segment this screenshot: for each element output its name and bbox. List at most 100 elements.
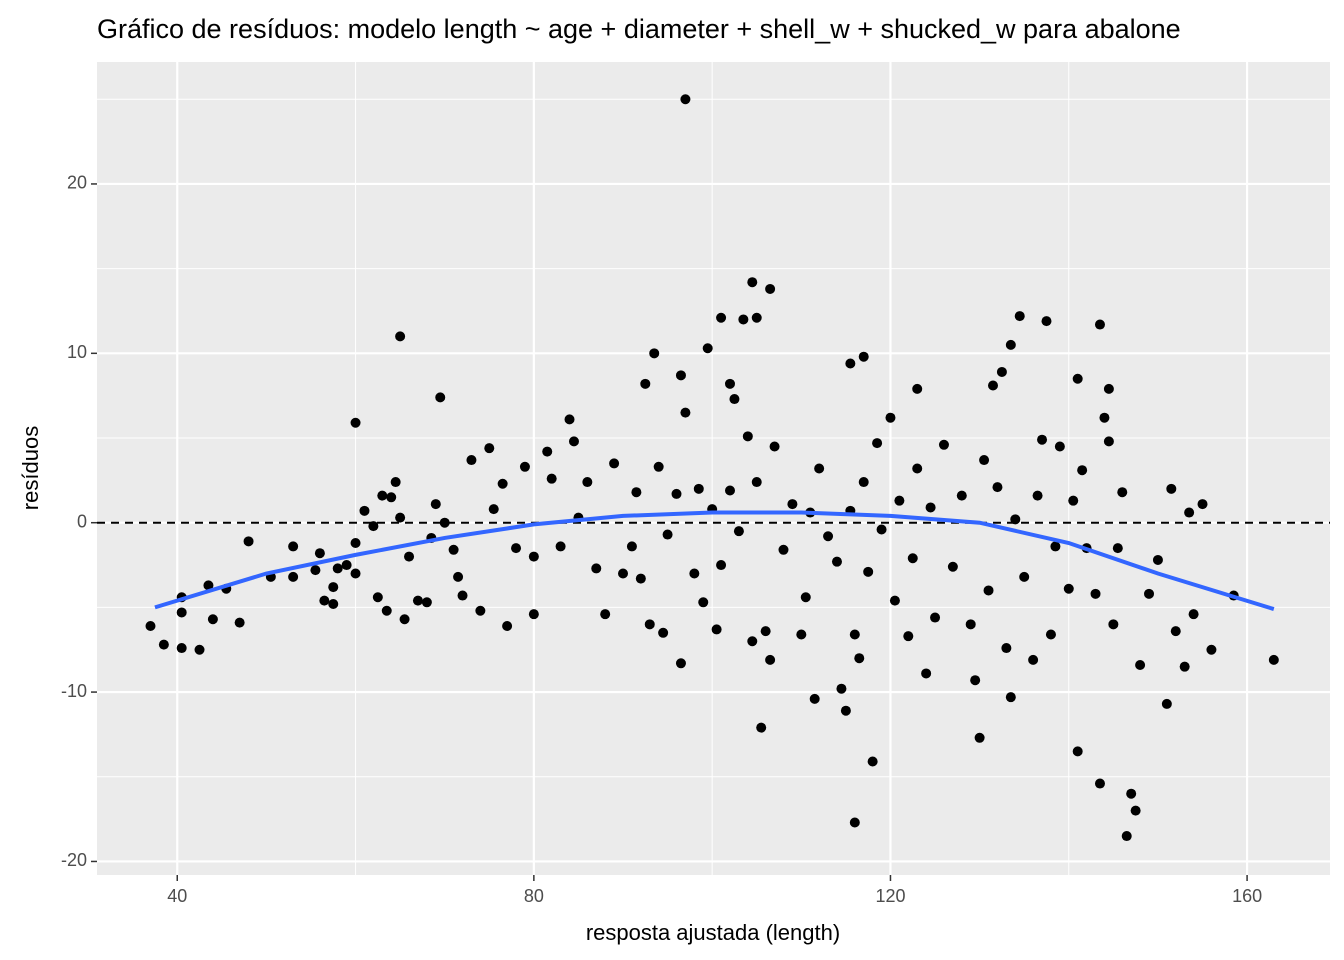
point — [1063, 583, 1074, 594]
point — [319, 595, 330, 606]
point — [1108, 619, 1119, 630]
point — [341, 560, 352, 571]
point — [158, 639, 169, 650]
point — [724, 485, 735, 496]
point — [386, 492, 397, 503]
point — [421, 597, 432, 608]
point — [992, 482, 1003, 493]
chart-title: Gráfico de resíduos: modelo length ~ age… — [97, 14, 1181, 44]
point — [1072, 746, 1083, 757]
point — [435, 392, 446, 403]
point — [1068, 495, 1079, 506]
point — [1054, 441, 1065, 452]
point — [921, 668, 932, 679]
point — [395, 512, 406, 523]
point — [671, 488, 682, 499]
point — [724, 378, 735, 389]
point — [314, 548, 325, 559]
x-tick-label: 80 — [524, 886, 544, 906]
point — [328, 599, 339, 609]
point — [1028, 654, 1039, 665]
point — [747, 636, 758, 647]
point — [716, 312, 727, 323]
point — [849, 629, 860, 640]
point — [466, 455, 477, 466]
point — [675, 658, 686, 669]
y-axis-label: resíduos — [18, 426, 43, 510]
point — [511, 543, 522, 554]
point — [618, 568, 629, 579]
point — [395, 331, 406, 342]
point — [876, 524, 887, 535]
point — [1268, 654, 1279, 665]
point — [983, 585, 994, 596]
point — [310, 565, 321, 576]
point — [1179, 661, 1190, 672]
point — [412, 595, 423, 606]
point — [1005, 692, 1016, 703]
point — [1077, 465, 1088, 476]
point — [453, 571, 464, 582]
point — [836, 683, 847, 694]
point — [546, 473, 557, 484]
point — [1045, 629, 1056, 640]
point — [996, 366, 1007, 377]
point — [765, 283, 776, 294]
point — [987, 380, 998, 391]
point — [1144, 588, 1155, 599]
point — [1166, 483, 1177, 494]
point — [1103, 436, 1114, 447]
point — [631, 487, 642, 498]
point — [1135, 659, 1146, 670]
point — [800, 592, 811, 603]
point — [858, 351, 869, 362]
point — [729, 394, 740, 405]
point — [288, 541, 299, 552]
point — [564, 414, 575, 425]
point — [872, 438, 883, 449]
point — [970, 675, 981, 686]
point — [854, 653, 865, 664]
point — [662, 529, 673, 540]
point — [675, 370, 686, 381]
point — [1014, 311, 1025, 322]
point — [693, 483, 704, 494]
point — [974, 732, 985, 743]
point — [1184, 507, 1195, 518]
point — [372, 592, 383, 603]
point — [640, 378, 651, 389]
point — [1001, 643, 1012, 654]
point — [765, 654, 776, 665]
point — [542, 446, 553, 457]
point — [350, 538, 361, 549]
x-tick-label: 120 — [875, 886, 905, 906]
point — [1112, 543, 1123, 554]
point — [814, 463, 825, 474]
point — [194, 644, 205, 655]
point — [1094, 778, 1105, 789]
smooth-line — [154, 510, 1275, 611]
point — [1094, 319, 1105, 330]
point — [903, 631, 914, 642]
point — [711, 624, 722, 635]
point — [635, 573, 646, 584]
point — [502, 621, 513, 632]
point — [145, 621, 156, 632]
point — [796, 629, 807, 640]
point — [680, 94, 691, 105]
point — [528, 551, 539, 562]
point — [1206, 644, 1217, 655]
point — [823, 531, 834, 542]
point — [484, 443, 495, 454]
point — [653, 461, 664, 472]
point — [956, 490, 967, 501]
point — [243, 536, 254, 547]
x-tick-label: 160 — [1232, 886, 1262, 906]
point — [1170, 626, 1181, 637]
point — [644, 619, 655, 630]
point — [591, 563, 602, 574]
x-axis-label: resposta ajustada (length) — [586, 920, 840, 945]
point — [912, 463, 923, 474]
point — [1117, 487, 1128, 498]
